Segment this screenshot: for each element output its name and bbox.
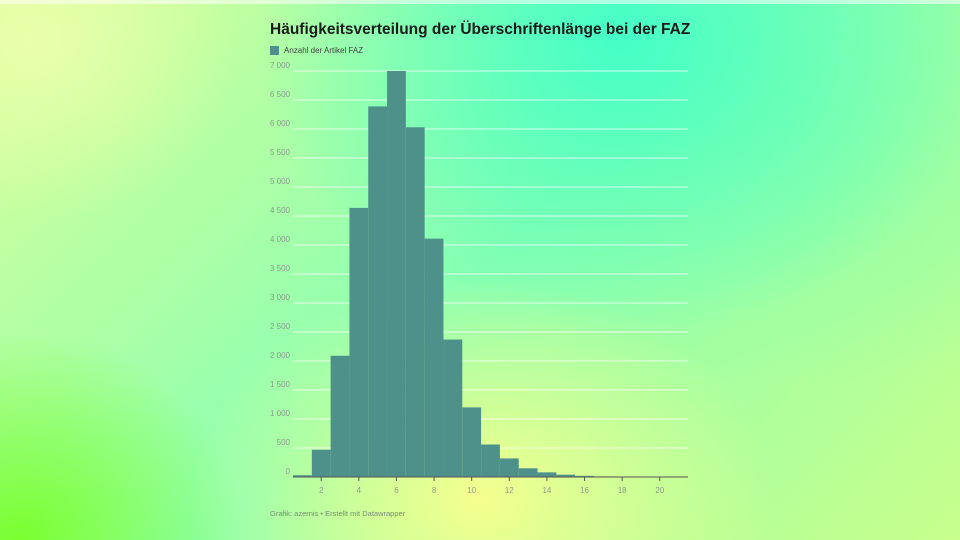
x-tick-label: 12 xyxy=(505,486,514,495)
histogram-bar xyxy=(311,449,331,477)
x-tick-label: 10 xyxy=(467,486,476,495)
y-tick-label: 5 000 xyxy=(270,177,291,186)
tick-labels: 0 500 1 000 1 500 2 000 2 500 3 000 3 500 4 000 4… xyxy=(270,61,665,495)
y-tick-label: 2 500 xyxy=(270,322,291,331)
y-tick-label: 500 xyxy=(277,438,291,447)
histogram-bar xyxy=(349,207,369,477)
legend-label: Anzahl der Artikel FAZ xyxy=(284,46,364,55)
y-tick-label: 4 000 xyxy=(270,235,291,244)
histogram-bar xyxy=(481,444,500,477)
axes xyxy=(293,476,688,481)
x-tick-label: 18 xyxy=(618,486,627,495)
legend: Anzahl der Artikel FAZ xyxy=(270,46,363,55)
histogram-bar xyxy=(443,339,463,477)
histogram-bar xyxy=(499,458,519,477)
y-tick-label: 6 000 xyxy=(270,119,291,128)
x-tick-label: 16 xyxy=(580,486,589,495)
bars xyxy=(293,71,688,477)
top-strip xyxy=(0,0,960,4)
y-tick-label: 6 500 xyxy=(270,90,291,99)
chart-title: Häufigkeitsverteilung der Überschriftenl… xyxy=(270,21,691,38)
x-tick-label: 14 xyxy=(542,486,551,495)
histogram-bar xyxy=(424,238,444,477)
y-tick-label: 3 000 xyxy=(270,293,291,302)
y-tick-label: 0 xyxy=(286,467,291,476)
grid-lines xyxy=(293,70,688,449)
histogram-bar xyxy=(387,71,406,477)
histogram-bar xyxy=(556,474,576,477)
histogram-bar xyxy=(575,475,594,477)
y-tick-label: 2 000 xyxy=(270,351,291,360)
y-tick-label: 5 500 xyxy=(270,148,291,157)
y-tick-label: 4 500 xyxy=(270,206,291,215)
y-tick-label: 1 500 xyxy=(270,380,291,389)
y-tick-label: 7 000 xyxy=(270,61,291,70)
histogram-bar xyxy=(518,468,538,477)
histogram-bar xyxy=(462,407,482,477)
x-tick-label: 8 xyxy=(432,486,437,495)
y-tick-label: 3 500 xyxy=(270,264,291,273)
x-tick-label: 6 xyxy=(394,486,399,495)
histogram-bar xyxy=(368,106,388,477)
x-tick-label: 2 xyxy=(319,486,324,495)
x-tick-label: 4 xyxy=(357,486,362,495)
histogram-bar xyxy=(537,472,557,477)
footer-credit: Grafik: azernis • Erstellt mit Datawrapp… xyxy=(270,509,406,518)
histogram-bar xyxy=(293,475,312,477)
histogram-bar xyxy=(405,127,425,477)
legend-swatch xyxy=(270,46,279,55)
histogram-bar xyxy=(330,355,350,477)
y-tick-label: 1 000 xyxy=(270,409,291,418)
x-tick-label: 20 xyxy=(655,486,664,495)
